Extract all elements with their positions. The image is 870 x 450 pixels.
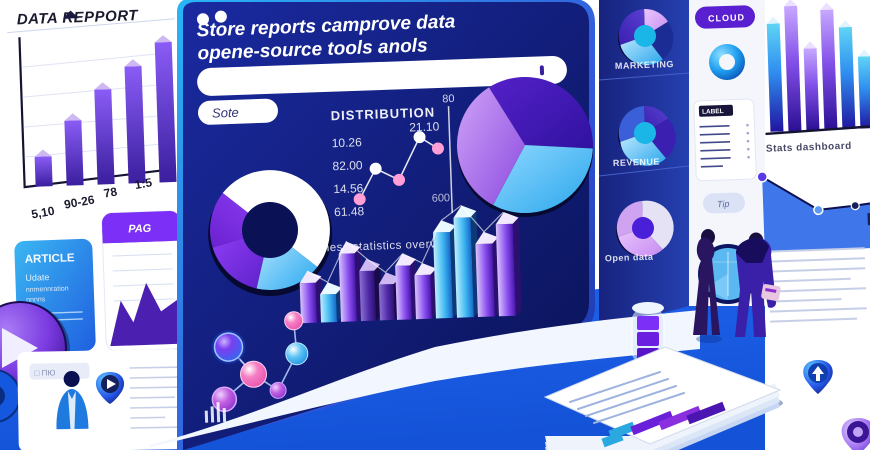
svg-text:61.48: 61.48 — [334, 204, 365, 219]
svg-text:600: 600 — [432, 192, 451, 205]
svg-text:Open data: Open data — [605, 252, 654, 264]
svg-text:ARTICLE: ARTICLE — [25, 252, 76, 266]
svg-text:80: 80 — [442, 93, 455, 105]
svg-text:REVENUE: REVENUE — [613, 156, 660, 168]
svg-text:□ ПЮ: □ ПЮ — [34, 368, 55, 377]
svg-text:Sote: Sote — [212, 105, 239, 121]
svg-text:78: 78 — [103, 184, 119, 200]
svg-text:21.10: 21.10 — [409, 119, 440, 134]
svg-text:Tip: Tip — [717, 199, 730, 209]
svg-text:MARKETING: MARKETING — [615, 59, 674, 71]
svg-text:10.26: 10.26 — [331, 135, 362, 150]
svg-text:82.00: 82.00 — [332, 158, 363, 173]
svg-text:CLOUD: CLOUD — [708, 12, 745, 23]
svg-text:nnmennration: nnmennration — [26, 285, 69, 293]
svg-text:Udate: Udate — [25, 272, 49, 283]
svg-text:LABEL: LABEL — [702, 108, 724, 116]
svg-text:PAG: PAG — [128, 223, 152, 236]
